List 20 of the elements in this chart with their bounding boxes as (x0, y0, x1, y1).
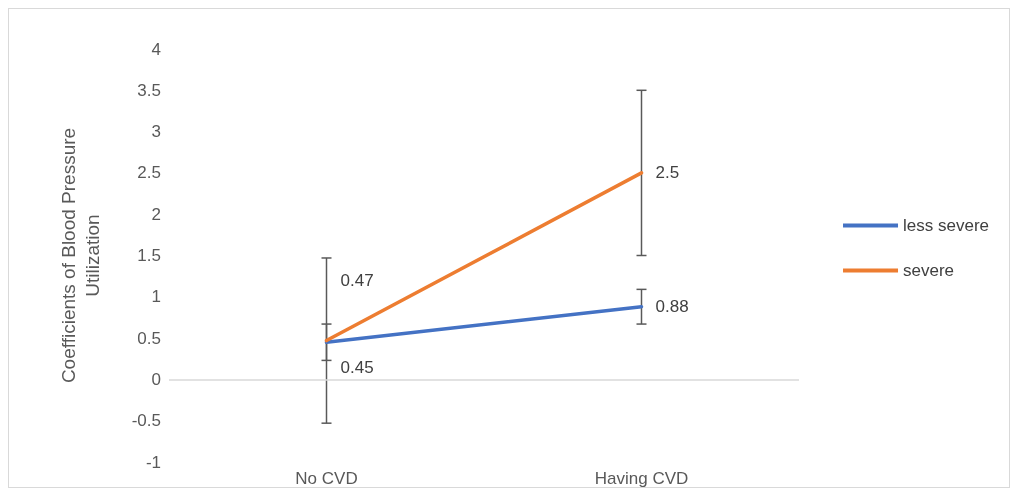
y-tick-label: 4 (151, 39, 161, 59)
y-axis-title: Coefficients of Blood Pressure Utilization (57, 127, 103, 384)
data-label: 2.5 (655, 163, 680, 183)
y-tick-label: 2.5 (137, 163, 161, 183)
data-label: 0.45 (340, 357, 374, 377)
y-tick-label: 0.5 (137, 328, 161, 348)
y-tick-label: 2 (151, 204, 161, 224)
y-tick-label: 3.5 (137, 80, 161, 100)
legend-label: less severe (903, 216, 989, 235)
x-tick-label: No CVD (295, 469, 358, 488)
y-tick-label: 3 (151, 122, 161, 142)
y-tick-label: 1.5 (137, 246, 161, 265)
x-tick-label: Having CVD (594, 469, 689, 488)
y-tick-label: 1 (151, 287, 161, 307)
legend-label: severe (903, 261, 955, 280)
y-tick-label: 0 (151, 369, 161, 389)
data-label: 0.47 (340, 271, 374, 291)
y-tick-label: -0.5 (131, 411, 161, 431)
y-tick-label: -1 (145, 452, 161, 472)
data-label: 0.88 (655, 297, 689, 317)
